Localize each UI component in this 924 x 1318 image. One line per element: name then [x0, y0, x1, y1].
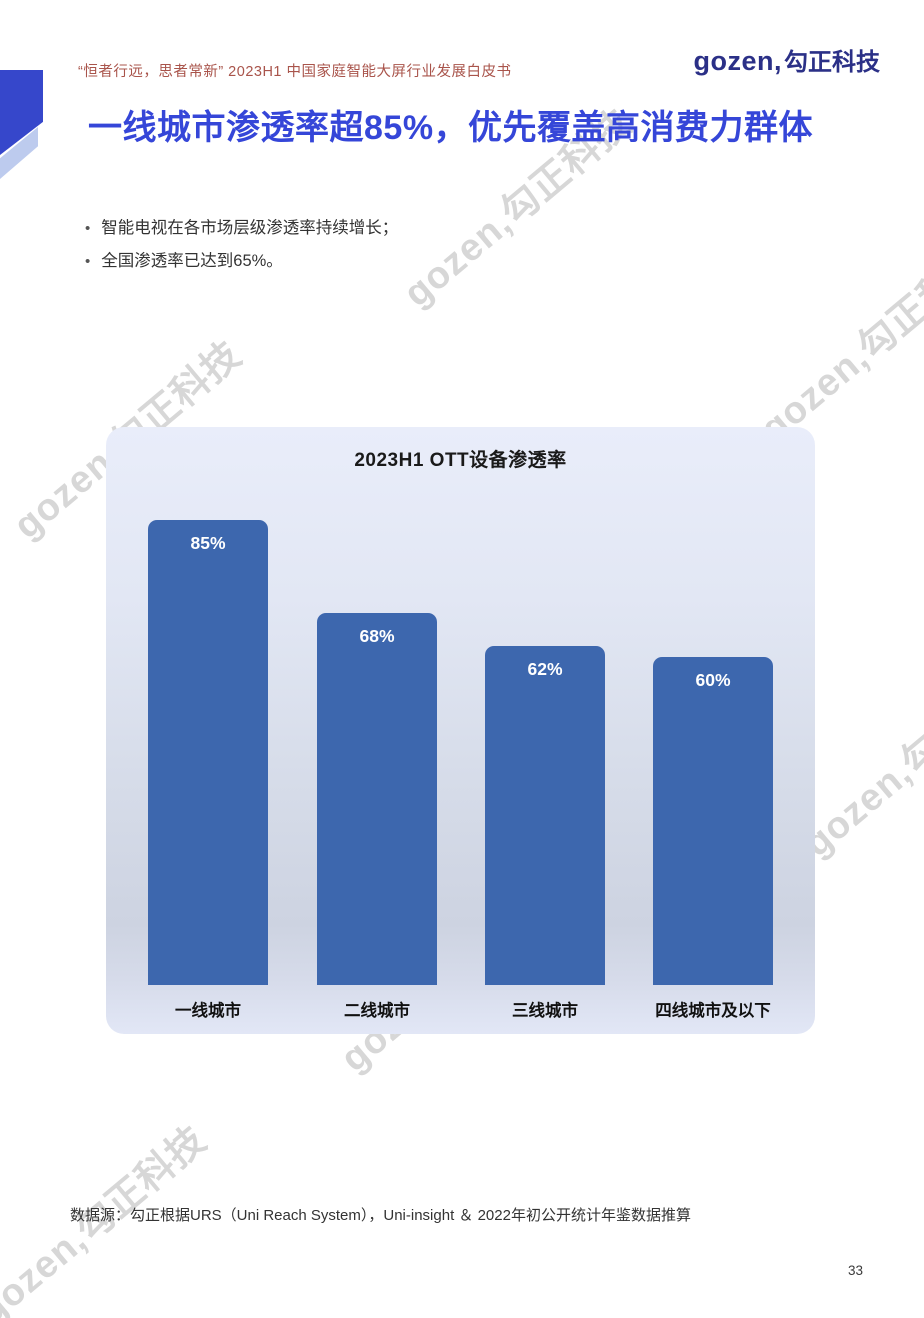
brand-watermark: gozen,勾正科技 — [753, 236, 924, 451]
report-header: “恒者行远，思者常新” 2023H1 中国家庭智能大屏行业发展白皮书 — [78, 64, 512, 80]
chart-title: 2023H1 OTT设备渗透率 — [354, 450, 567, 471]
x-axis-label: 四线城市及以下 — [655, 1002, 771, 1020]
gozen-logo-chinese: 勾正科技 — [784, 49, 880, 76]
x-axis-label: 一线城市 — [175, 1002, 241, 1020]
gozen-logo-wordmark: gozen, — [693, 46, 782, 76]
bar-value-label: 85% — [190, 533, 226, 553]
x-axis-label: 三线城市 — [512, 1002, 578, 1020]
bar-value-label: 62% — [527, 659, 563, 679]
key-points-list: 智能电视在各市场层级渗透率持续增长； 全国渗透率已达到65%。 — [85, 212, 398, 278]
x-axis-label: 二线城市 — [344, 1002, 410, 1020]
bar-value-label: 60% — [695, 670, 731, 690]
list-item: 智能电视在各市场层级渗透率持续增长； — [85, 212, 398, 245]
bar-value-label: 68% — [359, 626, 395, 646]
page-number: 33 — [848, 1263, 864, 1278]
penetration-bar-chart: 2023H1 OTT设备渗透率 85% 68% 62% 60% 一线城市 二线城… — [106, 427, 815, 1034]
bullet-text: 智能电视在各市场层级渗透率持续增长； — [101, 219, 399, 237]
bar-tier2: 68% — [317, 613, 437, 985]
gozen-logo: gozen,勾正科技 — [694, 42, 881, 77]
bar-tier3: 62% — [485, 646, 605, 985]
page-title: 一线城市渗透率超85%，优先覆盖高消费力群体 — [88, 109, 814, 147]
bar-tier1: 85% — [148, 520, 268, 985]
list-item: 全国渗透率已达到65%。 — [85, 245, 398, 278]
bullet-text: 全国渗透率已达到65%。 — [101, 252, 283, 270]
data-source-note: 数据源：勾正根据URS（Uni Reach System），Uni-insigh… — [70, 1207, 691, 1224]
bar-tier4: 60% — [653, 657, 773, 985]
